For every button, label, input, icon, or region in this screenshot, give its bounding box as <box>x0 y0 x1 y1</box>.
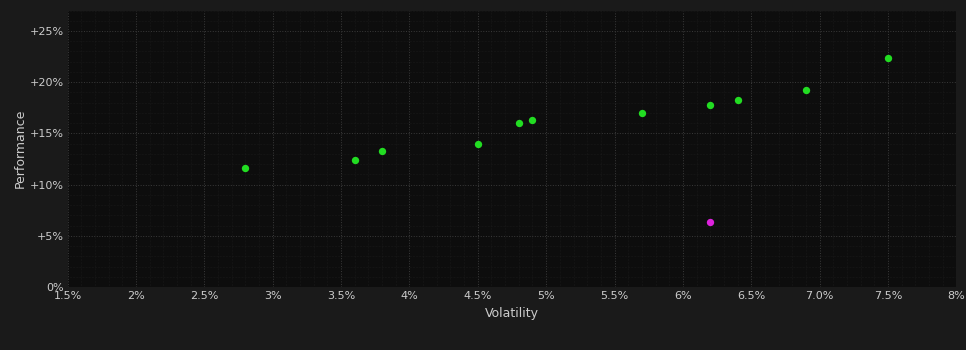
Point <box>798 88 813 93</box>
Point <box>347 157 362 163</box>
Point <box>702 220 718 225</box>
Y-axis label: Performance: Performance <box>14 109 26 188</box>
Point <box>525 117 540 123</box>
Point <box>511 120 526 126</box>
Point <box>702 102 718 107</box>
Point <box>238 166 253 171</box>
Point <box>634 110 649 116</box>
Point <box>880 55 895 61</box>
Point <box>730 97 746 103</box>
Point <box>375 148 390 154</box>
X-axis label: Volatility: Volatility <box>485 307 539 320</box>
Point <box>470 141 486 146</box>
